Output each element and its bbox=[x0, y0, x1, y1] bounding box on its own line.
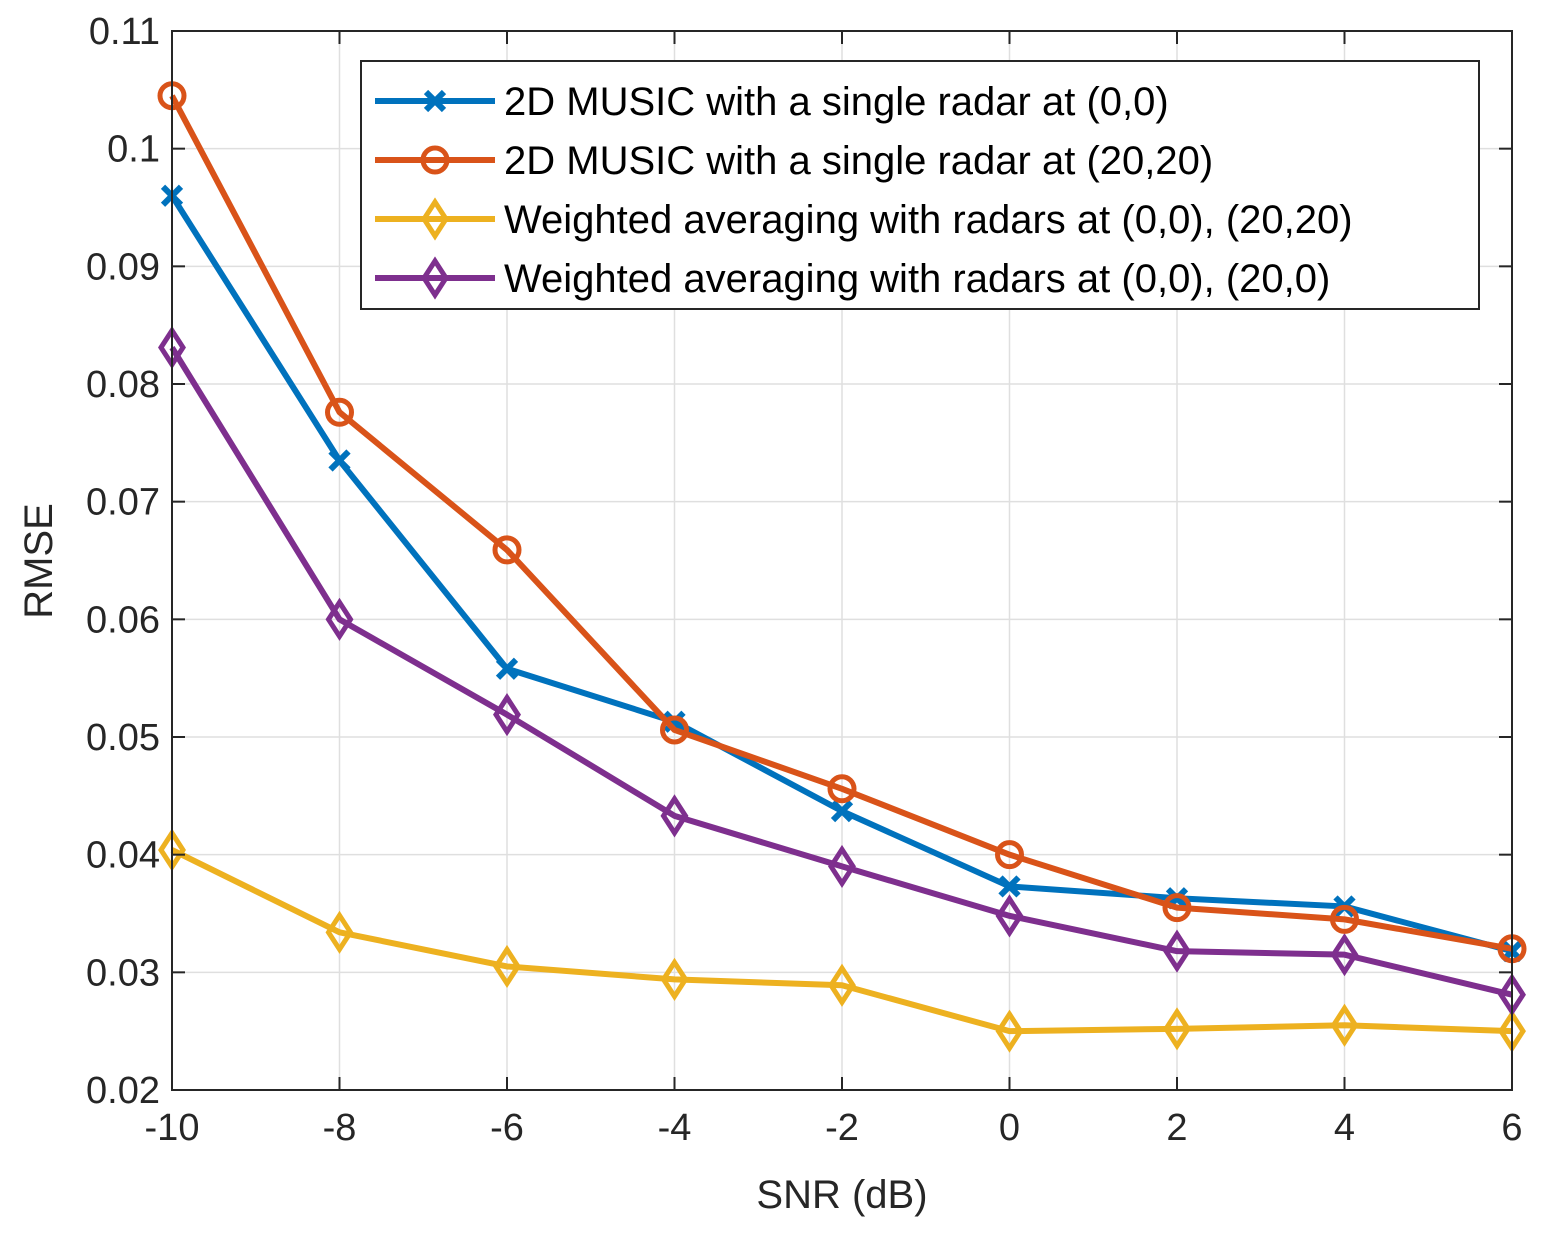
data-point bbox=[325, 910, 354, 954]
data-point bbox=[1163, 1007, 1191, 1051]
legend-swatch-marker bbox=[421, 197, 449, 241]
legend-item: Weighted averaging with radars at (0,0),… bbox=[375, 256, 1330, 301]
y-tick-label: 0.07 bbox=[86, 482, 160, 524]
legend-label: Weighted averaging with radars at (0,0),… bbox=[504, 198, 1353, 242]
data-point bbox=[995, 840, 1024, 870]
data-point bbox=[1330, 1003, 1359, 1047]
data-point bbox=[493, 693, 521, 737]
series-line bbox=[169, 345, 1513, 998]
x-tick-label: 6 bbox=[1501, 1107, 1522, 1149]
data-point bbox=[325, 597, 354, 641]
legend-swatch-marker-stroke-b bbox=[423, 89, 447, 113]
x-tick-label: 4 bbox=[1334, 1107, 1355, 1149]
data-point bbox=[995, 1009, 1024, 1053]
x-tick-label: -2 bbox=[825, 1107, 859, 1149]
legend-label: Weighted averaging with radars at (0,0),… bbox=[504, 257, 1330, 301]
data-point bbox=[495, 657, 519, 680]
legend-label: 2D MUSIC with a single radar at (0,0) bbox=[504, 80, 1169, 124]
x-tick-label: -6 bbox=[490, 1107, 524, 1149]
x-axis-label: SNR (dB) bbox=[756, 1173, 927, 1217]
data-point bbox=[830, 800, 854, 823]
legend-swatch-marker bbox=[423, 89, 447, 113]
data-point bbox=[493, 944, 521, 989]
data-point-stroke-b bbox=[328, 449, 351, 472]
legend: 2D MUSIC with a single radar at (0,0) 2D … bbox=[360, 60, 1480, 310]
data-point bbox=[995, 894, 1024, 938]
data-point bbox=[1330, 904, 1359, 934]
series-line bbox=[169, 94, 1513, 952]
data-point bbox=[660, 715, 689, 745]
y-tick-label: 0.05 bbox=[86, 717, 160, 759]
data-point bbox=[1163, 929, 1191, 973]
legend-box bbox=[360, 60, 1480, 310]
y-tick-label: 0.06 bbox=[86, 599, 160, 641]
data-point bbox=[828, 844, 856, 889]
y-tick-label: 0.03 bbox=[86, 952, 160, 994]
y-axis-label: RMSE bbox=[17, 503, 61, 619]
data-point bbox=[827, 774, 857, 804]
data-point bbox=[1162, 893, 1192, 923]
x-tick-label: 0 bbox=[999, 1107, 1020, 1149]
data-point bbox=[1330, 933, 1359, 977]
x-tick-label: -4 bbox=[658, 1107, 692, 1149]
data-point bbox=[328, 449, 351, 472]
data-point bbox=[492, 535, 522, 565]
data-point bbox=[325, 397, 354, 427]
data-point bbox=[660, 794, 689, 838]
data-point-stroke-b bbox=[495, 657, 519, 680]
legend-item: 2D MUSIC with a single radar at (0,0) bbox=[375, 80, 1169, 124]
y-tick-label: 0.08 bbox=[86, 364, 160, 406]
series-layer bbox=[157, 81, 1527, 1053]
legend-item: 2D MUSIC with a single radar at (20,20) bbox=[375, 139, 1213, 183]
y-tick-label: 0.1 bbox=[107, 129, 160, 171]
y-tick-label: 0.11 bbox=[89, 11, 160, 53]
y-tick-label: 0.04 bbox=[86, 835, 160, 877]
ticks: -10 -8 -6 -4 -2 0 2 4 6 0.02 0.03 0.04 0.05 0.06 0.07 0… bbox=[86, 11, 1523, 1149]
y-tick-label: 0.02 bbox=[86, 1070, 160, 1112]
legend-swatch-marker bbox=[420, 145, 450, 175]
x-tick-label: -10 bbox=[145, 1107, 200, 1149]
x-tick-label: 2 bbox=[1166, 1107, 1187, 1149]
data-point bbox=[998, 875, 1021, 898]
data-point bbox=[660, 957, 689, 1001]
series-1 bbox=[160, 184, 1524, 963]
legend-label: 2D MUSIC with a single radar at (20,20) bbox=[504, 139, 1213, 183]
data-point-stroke-b bbox=[998, 875, 1021, 898]
legend-item: Weighted averaging with radars at (0,0),… bbox=[375, 197, 1353, 242]
y-tick-label: 0.09 bbox=[86, 246, 160, 288]
data-point-stroke-b bbox=[830, 800, 854, 823]
legend-swatch-marker bbox=[421, 256, 449, 300]
data-point bbox=[828, 963, 856, 1007]
series-line bbox=[170, 847, 1513, 1035]
x-tick-label: -8 bbox=[323, 1107, 357, 1149]
